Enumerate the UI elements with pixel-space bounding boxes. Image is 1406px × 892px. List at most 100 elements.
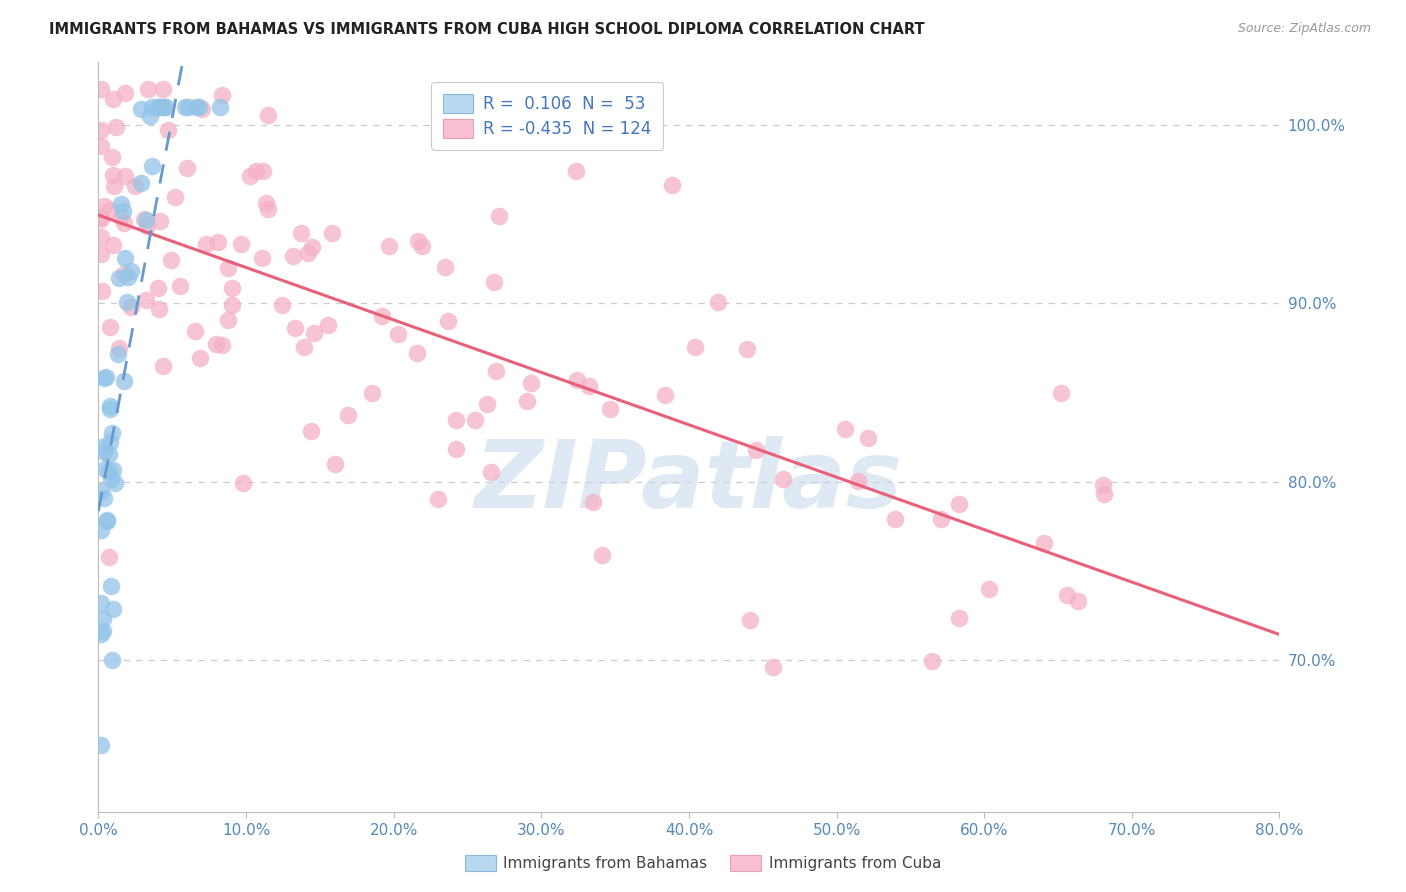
Point <box>1091 478 1114 492</box>
Point <box>187 100 209 114</box>
Point <box>103 462 125 476</box>
Point <box>252 163 274 178</box>
Point <box>129 176 152 190</box>
Point <box>834 421 856 435</box>
Point <box>176 161 198 175</box>
Legend: Immigrants from Bahamas, Immigrants from Cuba: Immigrants from Bahamas, Immigrants from… <box>458 849 948 877</box>
Point <box>948 611 970 625</box>
Point <box>884 512 907 526</box>
Point <box>152 100 174 114</box>
Point <box>146 281 169 295</box>
Point <box>250 252 273 266</box>
Point <box>516 393 538 408</box>
Point <box>155 100 177 114</box>
Point <box>433 260 456 275</box>
Point <box>112 374 135 388</box>
Point <box>101 425 124 440</box>
Point <box>1033 536 1056 550</box>
Point <box>184 100 207 114</box>
Point <box>91 284 114 298</box>
Point <box>132 211 155 226</box>
Point <box>90 483 112 498</box>
Point <box>163 190 186 204</box>
Point <box>100 579 122 593</box>
Point <box>90 230 112 244</box>
Point <box>427 492 450 507</box>
Point <box>257 108 280 122</box>
Point <box>114 169 136 184</box>
Point <box>979 582 1001 596</box>
Point <box>444 413 467 427</box>
Point <box>254 195 277 210</box>
Point <box>90 211 112 226</box>
Point <box>107 271 129 285</box>
Point <box>94 462 117 476</box>
Point <box>304 326 326 340</box>
Point <box>101 92 124 106</box>
Point <box>231 236 253 251</box>
Point <box>90 82 112 96</box>
Point <box>567 373 589 387</box>
Point <box>90 210 112 224</box>
Point <box>136 219 159 233</box>
Point <box>105 120 128 135</box>
Point <box>292 339 315 353</box>
Point <box>96 513 118 527</box>
Point <box>316 318 339 333</box>
Point <box>321 227 343 241</box>
Point <box>406 235 429 249</box>
Point <box>232 475 254 490</box>
Point <box>90 247 112 261</box>
Point <box>406 346 429 360</box>
Point <box>152 82 174 96</box>
Point <box>297 246 319 260</box>
Point <box>661 178 683 192</box>
Point <box>444 442 467 456</box>
Point <box>104 475 127 490</box>
Point <box>475 397 498 411</box>
Point <box>591 548 613 562</box>
Point <box>96 370 118 384</box>
Point <box>90 523 112 537</box>
Point <box>217 313 239 327</box>
Point <box>108 341 131 355</box>
Point <box>361 386 384 401</box>
Point <box>141 100 163 114</box>
Point <box>271 298 294 312</box>
Point <box>177 100 200 114</box>
Point <box>195 236 218 251</box>
Point <box>221 281 243 295</box>
Point <box>156 122 179 136</box>
Point <box>93 199 115 213</box>
Point <box>114 86 136 100</box>
Point <box>921 654 943 668</box>
Point <box>160 252 183 267</box>
Point <box>190 102 212 116</box>
Point <box>111 204 134 219</box>
Point <box>141 159 163 173</box>
Point <box>211 337 233 351</box>
Point <box>205 337 228 351</box>
Point <box>148 302 170 317</box>
Point <box>257 202 280 216</box>
Point <box>98 435 121 450</box>
Point <box>745 442 768 457</box>
Point <box>100 653 122 667</box>
Point <box>1092 487 1115 501</box>
Point <box>436 314 458 328</box>
Point <box>948 497 970 511</box>
Point <box>149 214 172 228</box>
Point <box>100 151 122 165</box>
Point <box>479 465 502 479</box>
Point <box>100 400 122 414</box>
Point <box>120 264 142 278</box>
Point <box>599 402 621 417</box>
Point <box>103 237 125 252</box>
Point <box>762 659 785 673</box>
Point <box>135 293 157 308</box>
Point <box>1050 385 1073 400</box>
Point <box>520 376 543 390</box>
Point <box>124 178 146 193</box>
Point <box>101 602 124 616</box>
Point <box>110 196 132 211</box>
